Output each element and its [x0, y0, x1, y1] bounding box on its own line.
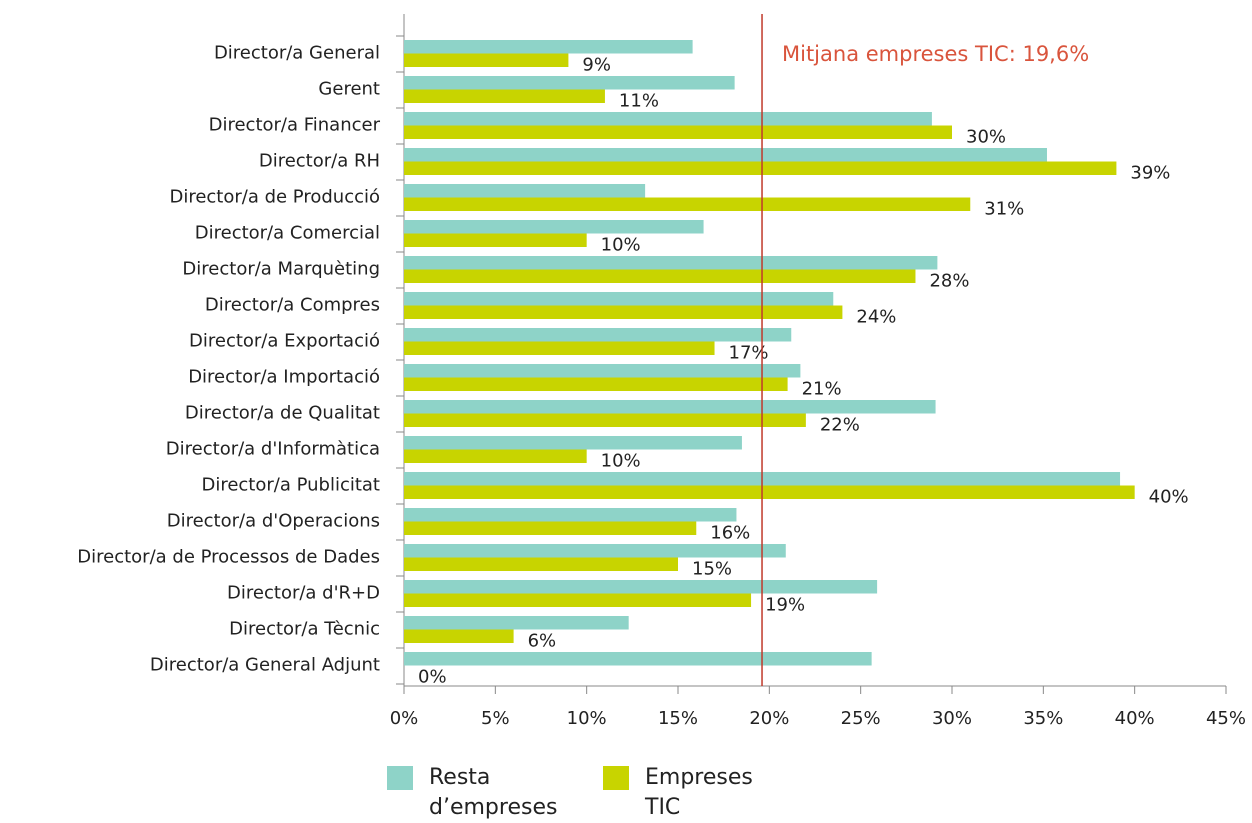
- legend-label: Empreses TIC: [644, 765, 753, 820]
- category-label: Director/a Financer: [209, 115, 381, 136]
- value-label: 10%: [601, 234, 641, 255]
- x-tick-label: 0%: [390, 708, 419, 729]
- value-label: 24%: [856, 306, 896, 327]
- bar: [404, 652, 872, 666]
- x-tick-label: 25%: [841, 708, 881, 729]
- category-label: Director/a General Adjunt: [150, 655, 380, 676]
- bar: [404, 521, 697, 535]
- bar: [404, 292, 834, 306]
- category-label: Director/a Exportació: [189, 331, 380, 352]
- value-label: 28%: [929, 270, 969, 291]
- value-label: 6%: [528, 630, 557, 651]
- x-tick-label: 15%: [658, 708, 698, 729]
- category-label: Director/a RH: [259, 151, 380, 172]
- category-label: Director/a d'Operacions: [167, 511, 380, 532]
- bar: [404, 40, 693, 54]
- value-label: 0%: [418, 666, 447, 687]
- bar: [404, 269, 916, 283]
- bar: [404, 629, 514, 643]
- value-label: 19%: [765, 594, 805, 615]
- value-label: 17%: [729, 342, 769, 363]
- category-label: Director/a Comercial: [195, 223, 380, 244]
- bar: [404, 197, 971, 211]
- value-label: 39%: [1130, 162, 1170, 183]
- category-label: Director/a de Qualitat: [185, 403, 380, 424]
- bar: [404, 89, 605, 103]
- bar: [404, 161, 1117, 175]
- category-label: Director/a Tècnic: [229, 619, 380, 640]
- bar: [404, 148, 1047, 162]
- x-tick-label: 10%: [567, 708, 607, 729]
- value-label: 22%: [820, 414, 860, 435]
- category-label: Director/a Marquèting: [182, 259, 380, 280]
- bar: [404, 53, 569, 67]
- category-label: Director/a d'Informàtica: [166, 439, 380, 460]
- bar: [404, 256, 938, 270]
- x-tick-label: 30%: [932, 708, 972, 729]
- x-tick-label: 35%: [1023, 708, 1063, 729]
- x-tick-label: 45%: [1206, 708, 1246, 729]
- bar: [404, 328, 792, 342]
- bar: [404, 593, 752, 607]
- bar: [404, 341, 715, 355]
- x-tick-label: 5%: [481, 708, 510, 729]
- bar: [404, 557, 678, 571]
- bar: [404, 305, 843, 319]
- bar: [404, 377, 788, 391]
- reference-label: Mitjana empreses TIC: 19,6%: [782, 42, 1089, 66]
- category-label: Director/a d'R+D: [227, 583, 380, 604]
- bar: [404, 436, 742, 450]
- value-label: 30%: [966, 126, 1006, 147]
- category-label: Director/a Compres: [205, 295, 380, 316]
- bar: [404, 508, 737, 522]
- value-label: 16%: [710, 522, 750, 543]
- x-tick-label: 20%: [749, 708, 789, 729]
- legend-swatch: [387, 766, 413, 790]
- value-label: 31%: [984, 198, 1024, 219]
- bar: [404, 580, 878, 594]
- value-label: 21%: [802, 378, 842, 399]
- bar: [404, 413, 806, 427]
- x-tick-label: 40%: [1115, 708, 1155, 729]
- value-label: 9%: [582, 54, 611, 75]
- value-label: 15%: [692, 558, 732, 579]
- bar: [404, 184, 646, 198]
- value-label: 10%: [601, 450, 641, 471]
- bar: [404, 616, 629, 630]
- bar: [404, 125, 952, 139]
- value-label: 11%: [619, 90, 659, 111]
- bar: [404, 400, 936, 414]
- bar: [404, 233, 587, 247]
- category-label: Director/a de Processos de Dades: [77, 547, 380, 568]
- value-label: 40%: [1149, 486, 1189, 507]
- legend-label: Resta d’empreses: [429, 765, 557, 820]
- bar: [404, 220, 704, 234]
- bar: [404, 76, 735, 90]
- bar: [404, 364, 801, 378]
- category-label: Director/a Publicitat: [201, 475, 380, 496]
- category-label: Director/a Importació: [188, 367, 380, 388]
- bar: [404, 112, 932, 126]
- bar: [404, 449, 587, 463]
- bar: [404, 544, 786, 558]
- legend-swatch: [603, 766, 629, 790]
- category-label: Gerent: [318, 79, 380, 100]
- bar: [404, 485, 1135, 499]
- category-label: Director/a General: [214, 43, 380, 64]
- category-label: Director/a de Producció: [169, 187, 380, 208]
